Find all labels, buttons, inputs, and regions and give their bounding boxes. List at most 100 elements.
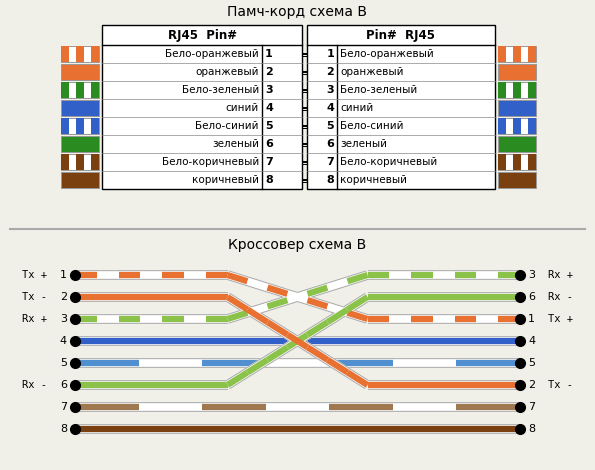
Text: 8: 8 bbox=[326, 175, 334, 185]
Text: 6: 6 bbox=[326, 139, 334, 149]
Bar bbox=[61, 118, 99, 134]
Text: 3: 3 bbox=[528, 270, 535, 280]
Bar bbox=[61, 100, 99, 116]
Text: 7: 7 bbox=[265, 157, 273, 167]
Text: Бело-синий: Бело-синий bbox=[196, 121, 259, 131]
Bar bbox=[90, 82, 99, 98]
Text: коричневый: коричневый bbox=[340, 175, 407, 185]
Text: Tx +: Tx + bbox=[548, 314, 573, 324]
Bar bbox=[90, 46, 99, 62]
Text: зеленый: зеленый bbox=[212, 139, 259, 149]
Bar bbox=[61, 154, 70, 170]
Bar bbox=[90, 118, 99, 134]
Bar bbox=[76, 46, 84, 62]
Bar bbox=[498, 82, 506, 98]
Bar bbox=[513, 154, 521, 170]
Text: Бело-зеленый: Бело-зеленый bbox=[181, 85, 259, 95]
Text: 8: 8 bbox=[60, 424, 67, 434]
Text: 3: 3 bbox=[327, 85, 334, 95]
Bar bbox=[498, 118, 536, 134]
Text: RJ45  Pin#: RJ45 Pin# bbox=[168, 29, 236, 41]
Text: 1: 1 bbox=[528, 314, 535, 324]
Bar bbox=[90, 154, 99, 170]
Bar bbox=[528, 82, 536, 98]
Bar bbox=[61, 172, 99, 188]
Bar bbox=[61, 82, 99, 98]
Text: зеленый: зеленый bbox=[340, 139, 387, 149]
Text: 8: 8 bbox=[265, 175, 273, 185]
Text: Бело-коричневый: Бело-коричневый bbox=[162, 157, 259, 167]
Text: 2: 2 bbox=[60, 292, 67, 302]
Text: Rx +: Rx + bbox=[548, 270, 573, 280]
Text: Бело-оранжевый: Бело-оранжевый bbox=[340, 49, 434, 59]
Bar bbox=[307, 25, 495, 189]
Text: 4: 4 bbox=[326, 103, 334, 113]
Text: 3: 3 bbox=[60, 314, 67, 324]
Bar bbox=[61, 82, 70, 98]
Bar bbox=[513, 82, 521, 98]
Text: Бело-зеленый: Бело-зеленый bbox=[340, 85, 417, 95]
Bar bbox=[528, 118, 536, 134]
Bar bbox=[61, 64, 99, 80]
Bar bbox=[498, 46, 506, 62]
Bar bbox=[498, 154, 536, 170]
Text: 6: 6 bbox=[60, 380, 67, 390]
Text: 1: 1 bbox=[60, 270, 67, 280]
Bar bbox=[61, 46, 70, 62]
Bar bbox=[513, 46, 521, 62]
Text: 4: 4 bbox=[60, 336, 67, 346]
Text: 5: 5 bbox=[60, 358, 67, 368]
Bar bbox=[61, 136, 99, 152]
Bar bbox=[498, 64, 536, 80]
Text: 1: 1 bbox=[265, 49, 273, 59]
Text: оранжевый: оранжевый bbox=[196, 67, 259, 77]
Bar bbox=[498, 154, 506, 170]
Text: 7: 7 bbox=[528, 402, 535, 412]
Text: 3: 3 bbox=[265, 85, 273, 95]
Bar bbox=[498, 136, 536, 152]
Bar bbox=[76, 118, 84, 134]
Bar bbox=[498, 118, 506, 134]
Text: Бело-коричневый: Бело-коричневый bbox=[340, 157, 437, 167]
Bar bbox=[498, 100, 536, 116]
Bar bbox=[76, 154, 84, 170]
Bar bbox=[61, 118, 70, 134]
Text: Rx +: Rx + bbox=[22, 314, 47, 324]
Text: 2: 2 bbox=[326, 67, 334, 77]
Text: 7: 7 bbox=[326, 157, 334, 167]
Text: Кроссовер схема В: Кроссовер схема В bbox=[228, 238, 366, 252]
Text: 2: 2 bbox=[528, 380, 535, 390]
Bar bbox=[528, 154, 536, 170]
Text: Pin#  RJ45: Pin# RJ45 bbox=[367, 29, 436, 41]
Text: синий: синий bbox=[226, 103, 259, 113]
Text: 2: 2 bbox=[265, 67, 273, 77]
Text: Памч-корд схема В: Памч-корд схема В bbox=[227, 5, 367, 19]
Text: синий: синий bbox=[340, 103, 373, 113]
Text: 4: 4 bbox=[265, 103, 273, 113]
Text: 5: 5 bbox=[528, 358, 535, 368]
Text: Rx -: Rx - bbox=[548, 292, 573, 302]
Text: Tx +: Tx + bbox=[22, 270, 47, 280]
Bar bbox=[76, 82, 84, 98]
Text: 1: 1 bbox=[326, 49, 334, 59]
Bar bbox=[498, 46, 536, 62]
Text: 8: 8 bbox=[528, 424, 535, 434]
Text: Бело-оранжевый: Бело-оранжевый bbox=[165, 49, 259, 59]
Text: Tx -: Tx - bbox=[22, 292, 47, 302]
Text: 4: 4 bbox=[528, 336, 535, 346]
Bar bbox=[498, 172, 536, 188]
Text: 5: 5 bbox=[327, 121, 334, 131]
Text: 6: 6 bbox=[265, 139, 273, 149]
Bar bbox=[528, 46, 536, 62]
Text: 5: 5 bbox=[265, 121, 273, 131]
Bar bbox=[513, 118, 521, 134]
Text: 7: 7 bbox=[60, 402, 67, 412]
Bar bbox=[61, 154, 99, 170]
Text: Tx -: Tx - bbox=[548, 380, 573, 390]
Text: коричневый: коричневый bbox=[192, 175, 259, 185]
Text: Rx -: Rx - bbox=[22, 380, 47, 390]
Text: Бело-синий: Бело-синий bbox=[340, 121, 403, 131]
Text: 6: 6 bbox=[528, 292, 535, 302]
Bar bbox=[61, 46, 99, 62]
Text: оранжевый: оранжевый bbox=[340, 67, 403, 77]
